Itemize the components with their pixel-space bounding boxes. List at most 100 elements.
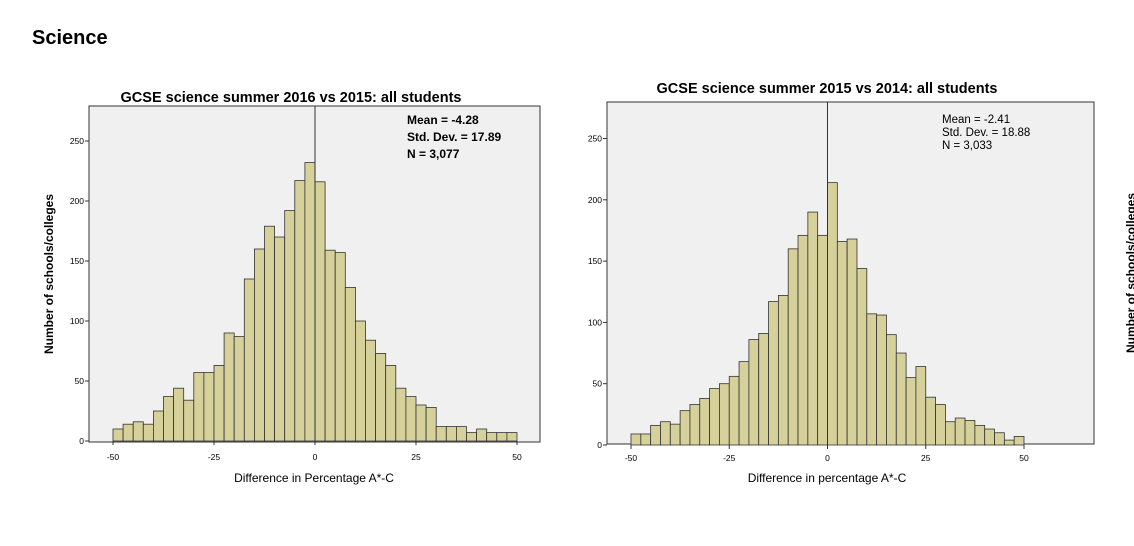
histogram-bar [807, 211, 819, 446]
y-tick-label: 100 [588, 317, 602, 327]
histogram-2015-vs-2014: GCSE science summer 2015 vs 2014: all st… [588, 81, 1134, 485]
histogram-bar [435, 426, 447, 442]
histogram-bar [455, 426, 467, 442]
histogram-bar [640, 433, 652, 446]
x-tick-label: 25 [411, 452, 421, 462]
histogram-bar [142, 423, 154, 442]
histogram-bar [183, 399, 195, 442]
histogram-bar [777, 295, 789, 446]
histogram-bar [925, 396, 936, 446]
y-axis-label: Number of schools/colleges [42, 194, 56, 354]
x-tick-label: -50 [625, 453, 638, 463]
y-axis-ticks: 0 50 100 150 200 250 [588, 134, 607, 450]
y-tick-label: 200 [70, 196, 84, 206]
histogram-bar [203, 372, 215, 442]
histogram-bar [699, 398, 711, 446]
stat-std-dev: Std. Dev. = 18.88 [942, 127, 1030, 139]
histogram-bar [876, 314, 887, 446]
x-axis-label: Difference in percentage A*-C [748, 471, 907, 485]
y-tick-label: 0 [597, 440, 602, 450]
x-axis-ticks: -50 -25 0 25 50 [107, 441, 522, 462]
stat-n: N = 3,033 [942, 140, 992, 152]
histogram-bar [152, 410, 164, 442]
histogram-bar [709, 388, 720, 446]
y-tick-label: 250 [70, 136, 84, 146]
histogram-bar [738, 361, 750, 446]
histogram-bar [132, 421, 144, 442]
histogram-bar [748, 339, 760, 446]
histogram-bar [122, 423, 134, 442]
x-axis-label: Difference in Percentage A*-C [234, 471, 394, 485]
x-axis-ticks: -50 -25 0 25 50 [625, 445, 1029, 463]
histogram-bar [425, 406, 437, 442]
histogram-bar [935, 404, 946, 446]
histogram-bar [496, 432, 508, 442]
histogram-bar [264, 225, 276, 442]
histogram-bar [324, 249, 336, 442]
histogram-bar [476, 428, 488, 442]
histogram-bar [385, 364, 397, 442]
stat-mean: Mean = -4.28 [407, 113, 479, 127]
histogram-bar [213, 364, 225, 442]
histogram-bar [1013, 436, 1025, 446]
histogram-bar [768, 301, 779, 446]
y-tick-label: 0 [79, 436, 84, 446]
histogram-bar [827, 182, 838, 446]
histogram-bar [365, 339, 377, 442]
histogram-bar [344, 286, 356, 442]
x-tick-label: 25 [921, 453, 931, 463]
y-tick-label: 50 [593, 379, 603, 389]
stat-n: N = 3,077 [407, 147, 460, 161]
histogram-bar [243, 278, 255, 442]
histogram-bar [445, 426, 457, 442]
histogram-bar [905, 377, 917, 446]
x-tick-label: -50 [107, 452, 120, 462]
histogram-bar [689, 404, 701, 446]
bars-group [630, 182, 1025, 446]
histogram-bar [787, 248, 799, 446]
y-tick-label: 150 [70, 256, 84, 266]
histogram-bar [650, 424, 661, 446]
histogram-bar [415, 404, 427, 442]
histogram-bar [163, 396, 175, 442]
stat-std-dev: Std. Dev. = 17.89 [407, 130, 501, 144]
histogram-bar [660, 421, 671, 446]
histogram-bar [866, 313, 878, 446]
histogram-bar [630, 433, 642, 446]
histogram-bar [284, 210, 296, 442]
histogram-bar [895, 352, 907, 446]
histogram-bar [223, 332, 235, 442]
histogram-bar [856, 268, 868, 446]
histogram-bar [294, 180, 306, 442]
x-tick-label: -25 [208, 452, 221, 462]
histogram-bar [846, 238, 858, 446]
bars-group [112, 162, 518, 442]
histogram-bar [984, 428, 995, 446]
histogram-bar [719, 383, 730, 446]
histogram-bar [954, 417, 966, 446]
histogram-bar [679, 410, 691, 446]
histogram-bar [506, 432, 518, 442]
histogram-bar [758, 333, 769, 446]
histogram-bar [334, 252, 346, 442]
histogram-bar [669, 423, 681, 446]
page-title: Science [32, 27, 108, 49]
x-tick-label: 0 [313, 452, 318, 462]
histogram-bar [354, 320, 366, 442]
histogram-bar [314, 181, 326, 442]
y-tick-label: 200 [588, 195, 602, 205]
histogram-bar [886, 334, 897, 446]
histogram-bar [274, 236, 286, 442]
histogram-2016-vs-2015: GCSE science summer 2016 vs 2015: all st… [42, 90, 541, 485]
x-tick-label: 50 [512, 452, 522, 462]
histogram-bar [944, 421, 956, 446]
histogram-bar [466, 432, 478, 442]
histogram-bar [1003, 439, 1015, 446]
stat-mean: Mean = -2.41 [942, 114, 1010, 126]
histogram-bar [375, 352, 387, 442]
histogram-bar [797, 234, 809, 446]
histogram-bar [233, 336, 245, 442]
y-tick-label: 150 [588, 256, 602, 266]
y-tick-label: 50 [75, 376, 85, 386]
chart-title: GCSE science summer 2016 vs 2015: all st… [121, 90, 462, 106]
